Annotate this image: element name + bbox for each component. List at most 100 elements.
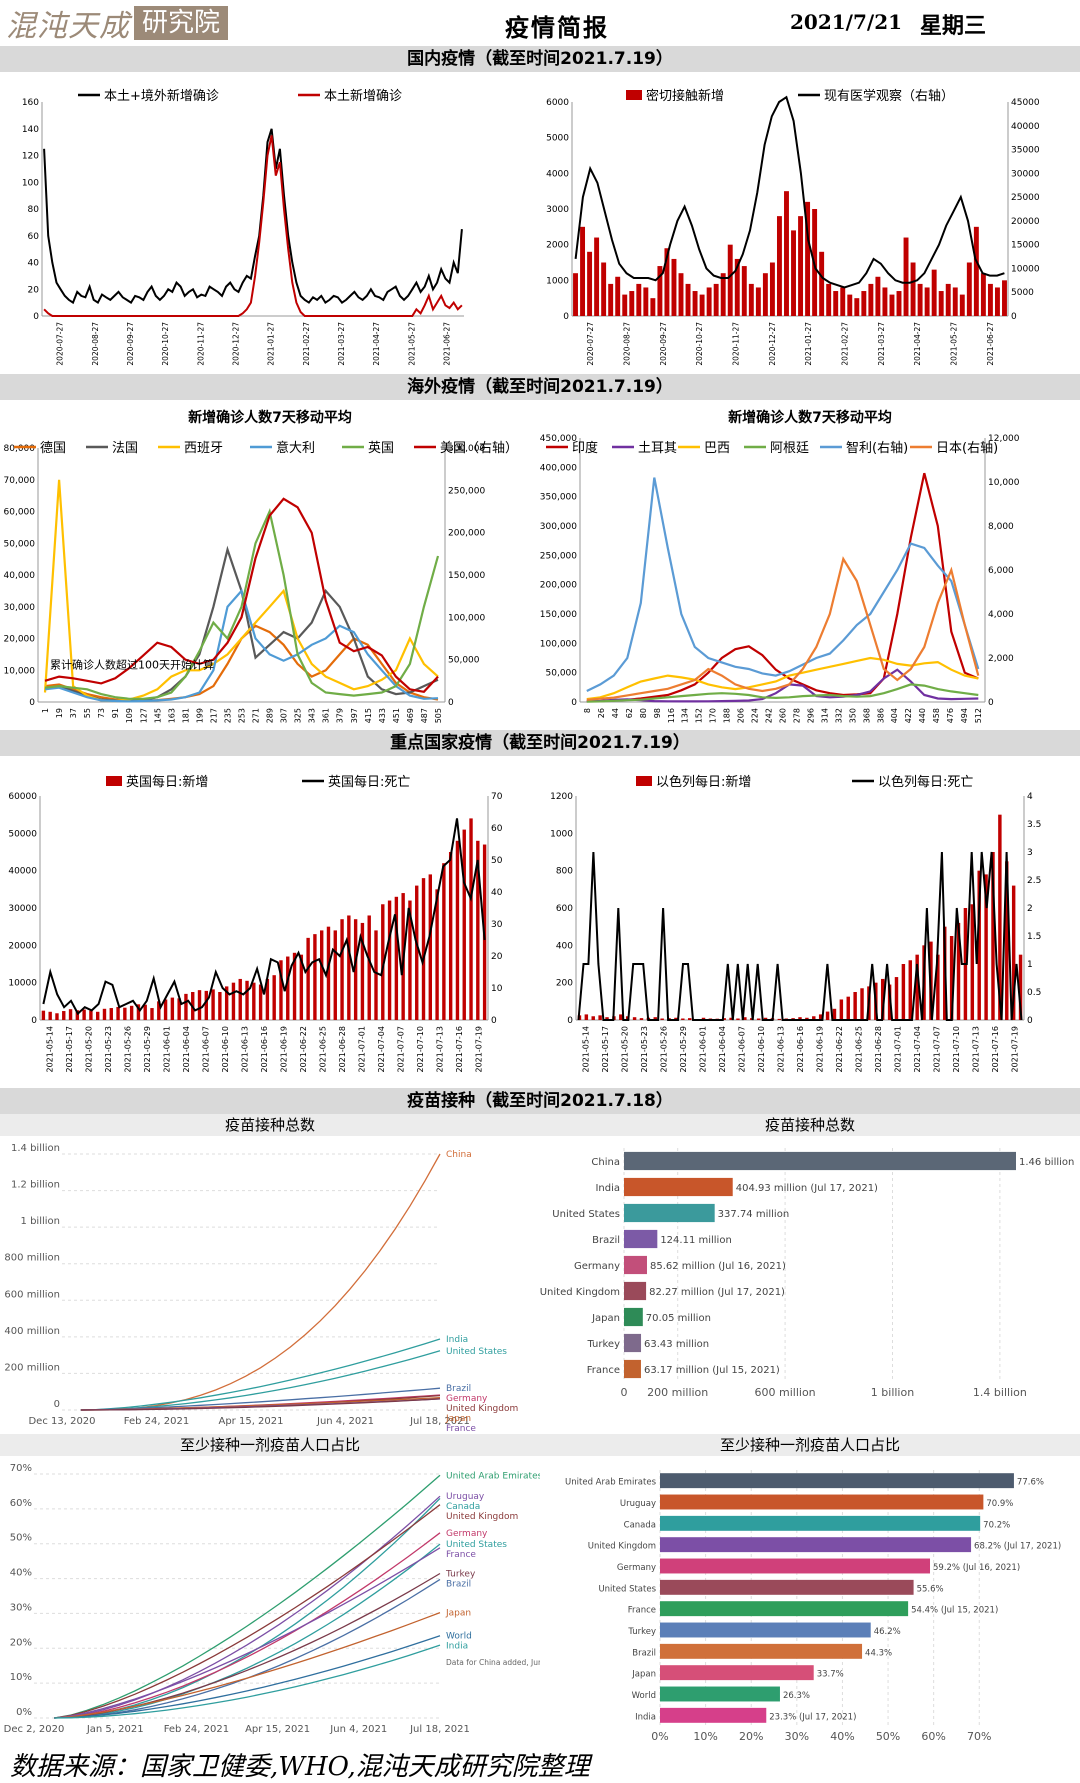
bar-uruguay <box>660 1494 984 1510</box>
legend-label: 土耳其 <box>638 441 677 456</box>
legend-label: 巴西 <box>704 441 730 456</box>
bar-0 <box>292 952 297 1020</box>
bar-0 <box>374 930 378 1020</box>
x-tick-label: 2021-07-07 <box>396 1026 405 1073</box>
bar-canada <box>660 1515 981 1531</box>
bar-0 <box>776 216 782 316</box>
y-tick-label: 40000 <box>8 867 37 877</box>
bar-japan <box>624 1307 643 1327</box>
x-tick-label: 2021-04-27 <box>913 322 922 366</box>
x-tick-label: 2021-07-16 <box>455 1026 464 1073</box>
bar-category-label: Germany <box>617 1563 656 1573</box>
bar-0 <box>825 1011 830 1020</box>
bar-0 <box>594 237 600 316</box>
series-line-5 <box>44 497 439 693</box>
x-tick-label: 2021-06-07 <box>738 1026 747 1073</box>
bar-0 <box>915 954 919 1020</box>
x-tick-label: 2020-12-27 <box>768 322 777 366</box>
logo-box: 研究院 <box>134 6 229 40</box>
bar-0 <box>896 291 902 316</box>
x-tick-label: 2021-07-10 <box>952 1026 961 1073</box>
bar-0 <box>924 287 930 316</box>
bar-0 <box>688 1018 692 1020</box>
series-line-0 <box>43 128 463 305</box>
y2-tick-label: 10000 <box>1011 264 1040 274</box>
x-tick-label: 440 <box>918 708 927 723</box>
chart-uk-daily: 0 10000 20000 30000 40000 50000 60000 0 10 20 30 40… <box>8 774 502 1073</box>
y-tick-label: 1200 <box>550 792 573 802</box>
y2-tick-label: 0.5 <box>1027 988 1041 998</box>
bar-0 <box>853 992 857 1020</box>
x-tick-label: 10% <box>693 1730 717 1743</box>
series-line-china <box>80 1153 441 1411</box>
y2-tick-label: 12,000 <box>988 434 1020 444</box>
y2-tick-label: 2,000 <box>988 654 1014 664</box>
x-tick-label: 134 <box>681 708 690 723</box>
chart-title: 疫苗接种总数 <box>765 1116 855 1134</box>
bar-0 <box>699 294 705 316</box>
x-tick-label: 350 <box>848 708 857 723</box>
bar-0 <box>123 1007 127 1020</box>
series-line-united-states <box>54 1543 441 1719</box>
y-tick-label: 600 million <box>4 1289 60 1300</box>
x-tick-label: 289 <box>266 708 275 723</box>
bar-value-label: 44.3% <box>865 1648 892 1658</box>
bar-0 <box>448 852 453 1020</box>
y-tick-label: 1.4 billion <box>11 1143 60 1154</box>
x-tick-label: 458 <box>932 708 941 723</box>
bar-0 <box>860 988 864 1020</box>
y-tick-label: 50% <box>10 1533 32 1544</box>
bar-0 <box>818 1014 823 1020</box>
bar-india <box>624 1177 733 1197</box>
bar-0 <box>671 258 677 316</box>
bar-0 <box>784 191 789 316</box>
bar-0 <box>608 283 614 316</box>
bar-0 <box>908 960 912 1020</box>
chart-annotation: 累计确诊人数超过100天开始计算 <box>50 657 214 671</box>
logo-text: 混沌天成 <box>6 9 130 44</box>
bar-value-label: 82.27 million (Jul 17, 2021) <box>649 1287 785 1298</box>
x-tick-label: 19 <box>55 708 64 718</box>
chart-europe-us-7day: 新增确诊人数7天移动平均 0 10,000 20,000 30,000 40,000 50,… <box>4 409 519 723</box>
chart-note: Data for China added, June 10 <box>446 1658 540 1667</box>
x-tick-label: 199 <box>195 708 204 723</box>
x-tick-label: 253 <box>238 708 247 723</box>
bar-0 <box>408 900 412 1020</box>
x-tick-label: 2020-08-27 <box>623 322 632 366</box>
y2-tick-label: 200,000 <box>448 529 485 539</box>
legend-label: 阿根廷 <box>770 441 809 456</box>
bar-0 <box>998 814 1002 1020</box>
bar-0 <box>681 1018 685 1020</box>
bar-0 <box>587 251 593 316</box>
bar-0 <box>68 1009 73 1020</box>
series-label: Canada <box>446 1502 480 1512</box>
x-tick-label: 2021-02-27 <box>302 322 311 366</box>
y-tick-label: 1 billion <box>21 1216 60 1227</box>
bar-0 <box>657 266 663 316</box>
x-tick-label: 0% <box>651 1730 668 1743</box>
y-tick-label: 600 <box>556 904 573 914</box>
x-tick-label: 217 <box>209 708 218 723</box>
bar-0 <box>910 262 916 316</box>
bar-value-label: 59.2% (Jul 16, 2021) <box>933 1563 1020 1573</box>
y-tick-label: 0 <box>563 312 569 322</box>
legend-swatch <box>626 90 642 100</box>
x-tick-label: 2020-10-27 <box>695 322 704 366</box>
bar-value-label: 26.3% <box>783 1691 810 1701</box>
x-tick-label: 2020-12-27 <box>231 322 240 366</box>
x-tick-label: 2021-06-28 <box>874 1026 883 1073</box>
y-tick-label: 800 million <box>4 1253 60 1264</box>
x-tick-label: 325 <box>294 708 303 723</box>
bar-0 <box>245 980 249 1020</box>
x-tick-label: 2021-07-01 <box>357 1026 366 1073</box>
y-tick-label: 60000 <box>8 792 37 802</box>
bar-0 <box>62 1011 66 1020</box>
x-tick-label: 512 <box>974 708 983 723</box>
bar-0 <box>170 997 175 1020</box>
bar-0 <box>880 978 885 1020</box>
bar-brazil <box>660 1643 863 1659</box>
bar-united-arab-emirates <box>660 1473 1014 1489</box>
bar-value-label: 23.3% (Jul 17, 2021) <box>769 1712 856 1722</box>
bar-0 <box>272 975 276 1020</box>
x-tick-label: 2021-06-13 <box>777 1026 786 1073</box>
